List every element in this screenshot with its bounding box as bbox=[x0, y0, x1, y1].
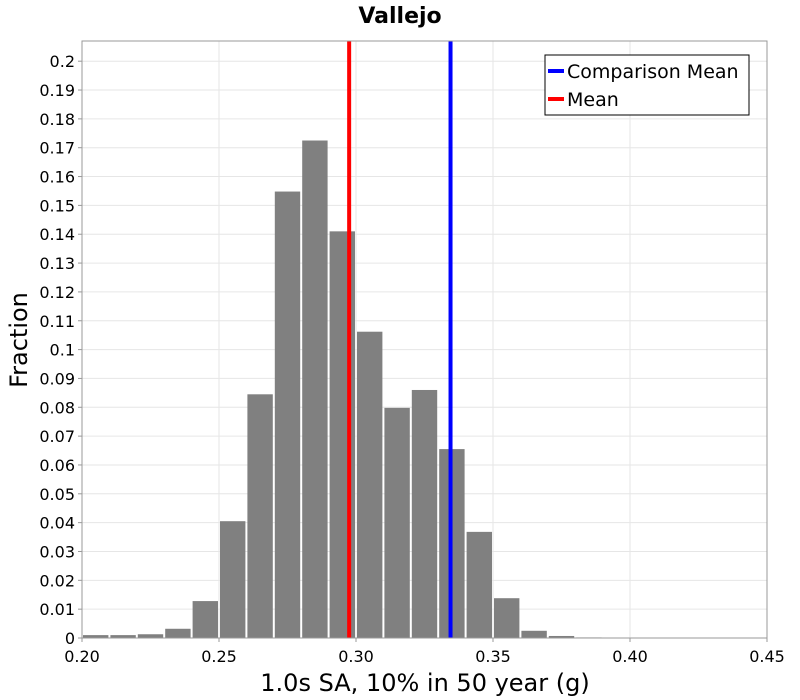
y-tick-label: 0.01 bbox=[39, 600, 75, 619]
y-tick-label: 0.1 bbox=[50, 341, 75, 360]
histogram-bar bbox=[521, 630, 547, 638]
plot-border bbox=[81, 40, 768, 639]
x-tick-label: 0.35 bbox=[475, 647, 511, 666]
x-tick-label: 0.30 bbox=[338, 647, 374, 666]
histogram-bar bbox=[548, 635, 575, 638]
x-tick-label: 0.25 bbox=[201, 647, 237, 666]
y-tick-label: 0.05 bbox=[39, 485, 75, 504]
histogram-bar bbox=[110, 635, 136, 638]
y-axis-ticks: 0 0.01 0.02 0.03 0.04 0.05 0.06 0.07 0.08 0.09 0.1… bbox=[39, 52, 82, 648]
histogram-bar bbox=[466, 531, 492, 638]
y-tick-label: 0.2 bbox=[50, 52, 75, 71]
y-tick-label: 0.04 bbox=[39, 514, 75, 533]
histogram-bar bbox=[357, 331, 383, 638]
y-tick-label: 0.02 bbox=[39, 571, 75, 590]
y-tick-label: 0.03 bbox=[39, 542, 75, 561]
y-axis-label: Fraction bbox=[5, 292, 33, 388]
y-tick-label: 0.17 bbox=[39, 139, 75, 158]
y-tick-label: 0.15 bbox=[39, 196, 75, 215]
histogram-bar bbox=[302, 140, 328, 638]
y-tick-label: 0.11 bbox=[39, 312, 75, 331]
histogram-bar bbox=[411, 389, 438, 638]
y-tick-label: 0.14 bbox=[39, 225, 75, 244]
legend: Comparison Mean Mean bbox=[544, 54, 750, 116]
y-tick-label: 0.18 bbox=[39, 110, 75, 129]
histogram-bar bbox=[192, 601, 218, 638]
x-axis-label: 1.0s SA, 10% in 50 year (g) bbox=[260, 669, 589, 697]
legend-box bbox=[544, 54, 750, 116]
histogram-bar bbox=[494, 598, 520, 638]
histogram-bar bbox=[274, 191, 301, 638]
histogram-bar bbox=[165, 628, 191, 638]
mean-lines-layer bbox=[347, 41, 453, 638]
histogram-bar bbox=[137, 634, 164, 638]
legend-label: Mean bbox=[567, 89, 619, 111]
y-tick-label: 0.07 bbox=[39, 427, 75, 446]
histogram-bar bbox=[220, 521, 246, 638]
histogram-bar bbox=[384, 407, 410, 638]
x-tick-label: 0.45 bbox=[749, 647, 785, 666]
legend-label: Comparison Mean bbox=[567, 61, 739, 83]
y-tick-label: 0.08 bbox=[39, 398, 75, 417]
x-tick-label: 0.20 bbox=[64, 647, 100, 666]
y-tick-label: 0.06 bbox=[39, 456, 75, 475]
y-tick-label: 0 bbox=[65, 629, 75, 648]
x-axis-ticks: 0.20 0.25 0.30 0.35 0.40 0.45 bbox=[64, 638, 785, 666]
y-tick-label: 0.12 bbox=[39, 283, 75, 302]
chart-title: Vallejo bbox=[358, 4, 441, 29]
y-tick-label: 0.13 bbox=[39, 254, 75, 273]
histogram-bar bbox=[329, 231, 355, 638]
y-tick-label: 0.19 bbox=[39, 81, 75, 100]
bars-layer bbox=[83, 140, 629, 638]
y-tick-label: 0.09 bbox=[39, 369, 75, 388]
x-tick-label: 0.40 bbox=[612, 647, 648, 666]
y-tick-label: 0.16 bbox=[39, 168, 75, 187]
histogram-bar bbox=[247, 394, 273, 638]
histogram-bar bbox=[83, 635, 109, 638]
